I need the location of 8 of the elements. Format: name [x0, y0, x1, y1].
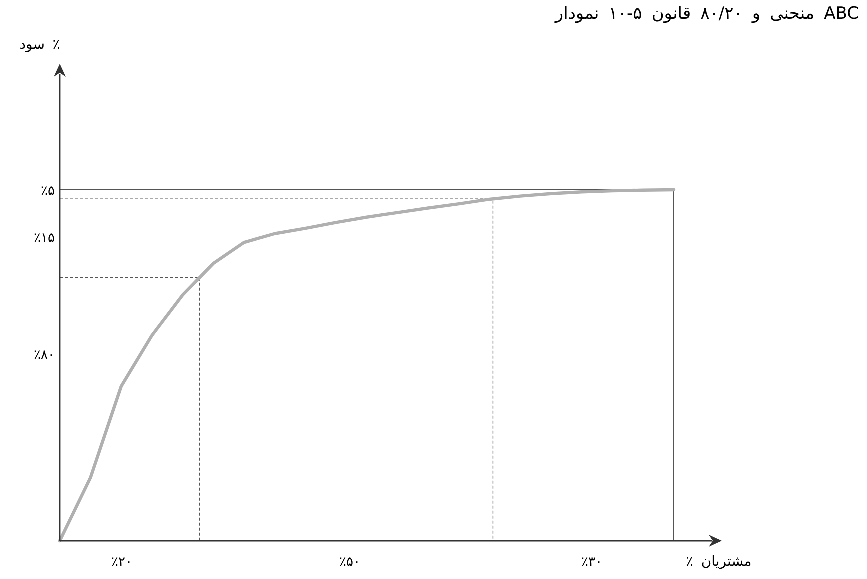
- x-axis-title: ٪ مشتریان: [686, 554, 752, 570]
- text: ٪۵۰: [340, 555, 360, 570]
- text: ٪۱۵: [34, 231, 55, 246]
- text: ٪۸۰: [34, 348, 55, 363]
- text: ٪۲۰: [112, 555, 132, 570]
- text: ٪۵: [41, 184, 55, 199]
- text: ٪۳۰: [582, 555, 602, 570]
- text: سود ٪: [20, 37, 60, 53]
